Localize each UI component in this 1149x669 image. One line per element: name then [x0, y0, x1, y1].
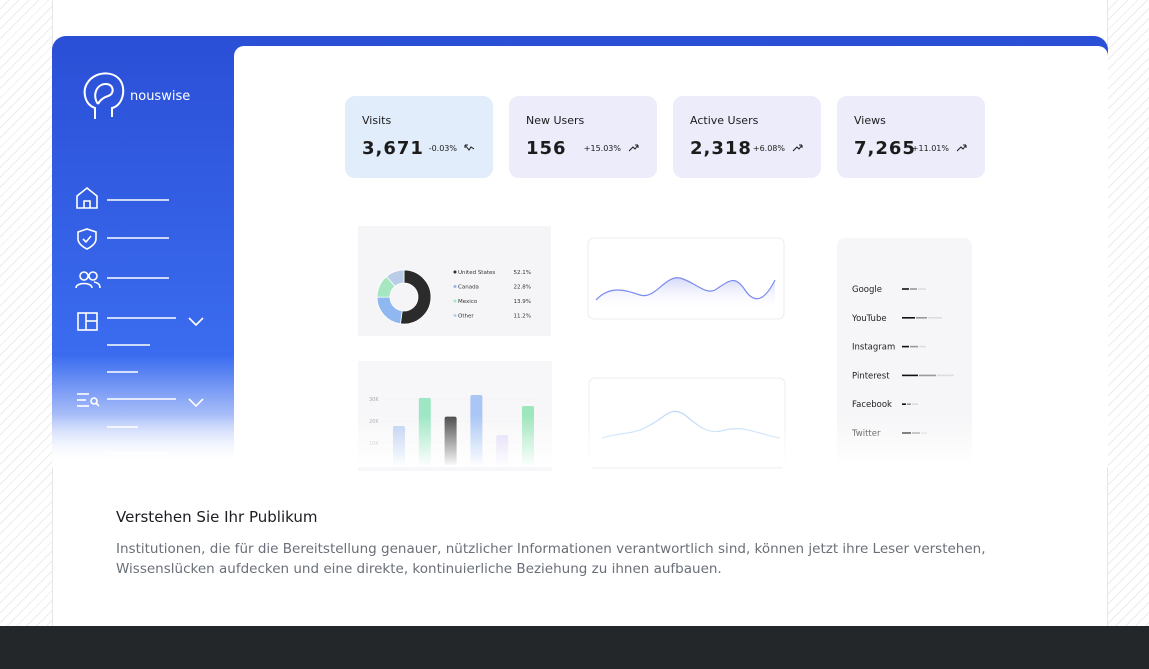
- donut-slice: [400, 269, 432, 325]
- stat-card: [837, 96, 985, 178]
- stat-label: Views: [854, 114, 886, 127]
- logo-icon: [83, 72, 125, 119]
- dashboard-preview: nouswise Visits 3,671 -0.03% New Users 156 +1…: [52, 36, 1108, 469]
- stat-card: [345, 96, 493, 178]
- legend-value: 52.1%: [514, 270, 531, 276]
- brand: nouswise: [130, 89, 190, 104]
- stat-change: +15.03%: [584, 144, 622, 153]
- legend-label: Canada: [458, 285, 479, 291]
- legend-value: 13.9%: [514, 299, 531, 305]
- stat-label: Active Users: [690, 114, 759, 127]
- legend-value: 11.2%: [514, 314, 531, 320]
- trend-icon: [792, 144, 803, 152]
- sources-card: [837, 238, 972, 463]
- legend-value: 22.8%: [514, 285, 531, 291]
- stat-value: 2,318: [690, 138, 752, 159]
- legend-dot: [453, 285, 457, 288]
- stat-label: New Users: [526, 114, 585, 127]
- stat-card: [509, 96, 657, 178]
- stat-value: 7,265: [854, 138, 916, 159]
- stat-label: Visits: [362, 114, 391, 127]
- trend-icon: [464, 144, 475, 151]
- source-label: Instagram: [852, 343, 895, 353]
- footer: [0, 626, 1149, 669]
- legend-label: Other: [458, 314, 474, 320]
- trend-icon: [628, 144, 639, 152]
- stat-change: +11.01%: [912, 144, 950, 153]
- legend-label: United States: [458, 270, 495, 276]
- trend-icon: [956, 144, 967, 152]
- legend-dot: [453, 299, 457, 303]
- stat-value: 3,671: [362, 138, 424, 159]
- line: [595, 277, 776, 301]
- stat-value: 156: [526, 138, 567, 159]
- line-area: [596, 277, 775, 310]
- source-label: Pinterest: [852, 371, 890, 381]
- fade: [52, 415, 1108, 467]
- source-label: YouTube: [851, 314, 887, 324]
- source-label: Facebook: [852, 400, 892, 410]
- donut-slice: [385, 269, 405, 287]
- stat-change: -0.03%: [429, 144, 458, 153]
- source-label: Google: [852, 285, 882, 295]
- y-tick-label: 30K: [369, 397, 379, 403]
- legend-dot: [453, 314, 457, 317]
- stat-card: [673, 96, 821, 178]
- legend-dot: [453, 270, 457, 274]
- stat-change: +6.08%: [753, 144, 786, 153]
- legend-label: Mexico: [458, 299, 478, 305]
- section-title: Verstehen Sie Ihr Publikum: [116, 508, 318, 526]
- nav: [75, 186, 204, 454]
- section-text: Institutionen, die für die Bereitstellun…: [116, 541, 986, 577]
